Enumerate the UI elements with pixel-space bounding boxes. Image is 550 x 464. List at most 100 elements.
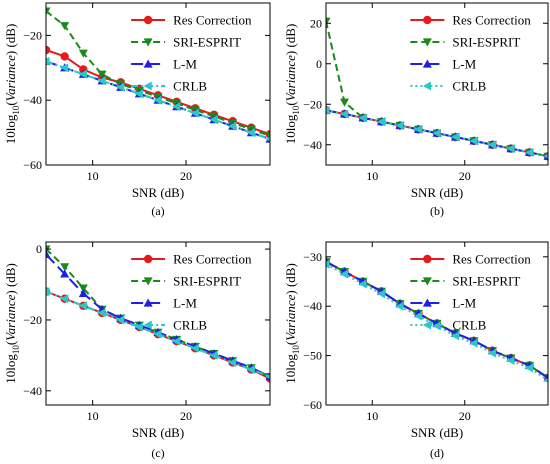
y-tick-label: 20 — [310, 16, 322, 30]
panel-label: (d) — [430, 446, 444, 460]
legend-label: L-M — [452, 57, 476, 72]
x-tick-label: 10 — [87, 409, 99, 423]
data-point — [414, 311, 423, 321]
x-axis-label: SNR (dB) — [132, 425, 184, 440]
data-point — [377, 289, 386, 299]
legend-marker — [143, 38, 153, 47]
legend-label: Res Correction — [173, 13, 252, 28]
data-point — [97, 76, 106, 86]
data-point — [60, 63, 69, 73]
data-point — [326, 17, 331, 26]
chart-panel-4: 10 20 −60 −50 −40 −30 SNR (dB) 10log10(Variance… — [283, 241, 549, 460]
chart-panel-2: 10 20 −40 −20 0 20 SNR (dB) 10log10(Variance) (… — [283, 2, 549, 218]
data-point — [414, 124, 423, 134]
y-tick-label: −60 — [23, 158, 42, 172]
data-point — [543, 377, 548, 383]
legend-label: L-M — [173, 57, 197, 72]
y-tick-label: −40 — [303, 299, 322, 313]
data-point — [46, 287, 50, 297]
data-point — [190, 108, 199, 118]
data-point — [432, 128, 441, 138]
data-point — [46, 56, 50, 66]
plot-frame — [45, 2, 271, 166]
legend-marker — [143, 15, 153, 25]
legend-marker — [143, 59, 153, 68]
legend-label: SRI-ESPRIT — [173, 35, 241, 50]
data-point — [60, 52, 69, 61]
x-tick-label: 20 — [459, 169, 471, 183]
data-point — [78, 288, 88, 297]
data-point — [488, 140, 497, 150]
legend-label: CRLB — [173, 318, 207, 333]
legend-label: Res Correction — [452, 13, 531, 28]
data-point — [506, 356, 515, 366]
y-tick-label: −30 — [303, 250, 322, 264]
plot-frame — [325, 241, 549, 406]
chart-panel-3: 10 20 −40 −20 0 SNR (dB) 10log10(Variance) (dB… — [3, 241, 271, 460]
legend-label: CRLB — [173, 79, 207, 94]
data-point — [265, 132, 270, 141]
legend-label: CRLB — [452, 318, 486, 333]
legend-label: Res Correction — [452, 252, 531, 267]
legend-label: SRI-ESPRIT — [452, 274, 520, 289]
legend: Res Correction SRI-ESPRIT L-M CRLB — [410, 13, 531, 94]
data-point — [97, 70, 107, 79]
x-axis-label: SNR (dB) — [411, 185, 463, 200]
legend-label: Res Correction — [173, 252, 252, 267]
legend-marker — [422, 320, 431, 330]
series-crlb — [326, 105, 548, 159]
series-crlb — [326, 259, 548, 383]
data-point — [340, 269, 349, 279]
y-tick-label: −40 — [23, 93, 42, 107]
data-point — [525, 147, 534, 157]
x-axis-label: SNR (dB) — [132, 185, 184, 200]
data-point — [134, 89, 143, 99]
data-point — [326, 105, 330, 115]
legend-marker — [422, 59, 432, 68]
data-point — [209, 115, 218, 125]
data-point — [60, 263, 70, 272]
data-point — [78, 69, 87, 79]
data-point — [78, 301, 87, 311]
y-axis-label: 10log10(Variance) (dB) — [3, 263, 21, 384]
data-point — [265, 136, 270, 142]
panel-label: (c) — [151, 446, 164, 460]
legend: Res Correction SRI-ESPRIT L-M CRLB — [131, 252, 252, 333]
legend-marker — [143, 277, 153, 286]
legend-marker — [422, 298, 432, 307]
data-point — [60, 269, 70, 278]
legend-label: SRI-ESPRIT — [173, 274, 241, 289]
data-point — [46, 7, 51, 16]
data-point — [543, 153, 548, 159]
data-point — [326, 259, 330, 269]
data-point — [340, 98, 349, 107]
series-l-m — [46, 249, 270, 381]
data-point — [172, 102, 181, 112]
data-point — [488, 348, 497, 358]
x-tick-label: 20 — [180, 409, 192, 423]
y-tick-label: −20 — [23, 28, 42, 42]
legend-marker — [423, 15, 432, 25]
y-tick-label: −60 — [303, 398, 322, 412]
legend-marker — [143, 320, 152, 330]
legend-marker — [422, 38, 432, 47]
legend-label: CRLB — [452, 79, 486, 94]
data-point — [153, 329, 162, 339]
data-point — [358, 279, 367, 289]
x-tick-label: 10 — [366, 169, 378, 183]
data-point — [395, 301, 404, 311]
data-point — [190, 343, 199, 353]
data-point — [377, 117, 386, 127]
data-point — [172, 336, 181, 346]
legend-label: L-M — [173, 296, 197, 311]
series-crlb — [46, 56, 270, 142]
series-crlb — [46, 287, 270, 380]
y-tick-label: −20 — [23, 313, 42, 327]
y-tick-label: −40 — [303, 138, 322, 152]
data-point — [525, 363, 534, 373]
legend-marker — [423, 254, 432, 264]
x-tick-label: 10 — [366, 409, 378, 423]
data-point — [469, 136, 478, 146]
y-tick-label: 0 — [36, 242, 42, 256]
plot-frame — [325, 2, 549, 166]
